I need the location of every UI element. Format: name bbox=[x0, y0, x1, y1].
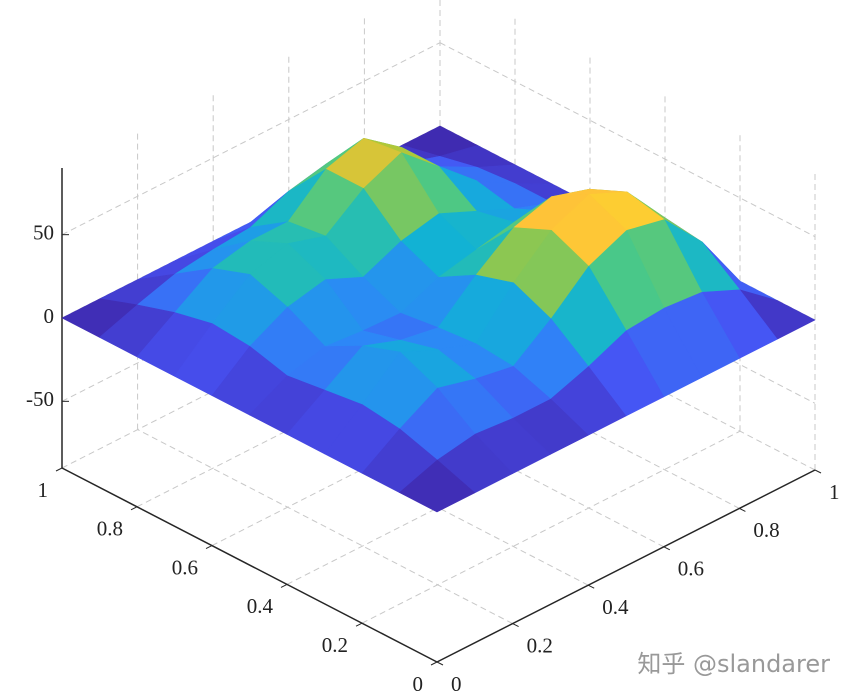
x-tick bbox=[436, 661, 444, 666]
watermark: 知乎 @slandarer bbox=[637, 650, 830, 678]
x-tick bbox=[739, 507, 746, 512]
grid-line bbox=[61, 42, 441, 236]
x-tick bbox=[814, 469, 822, 474]
y-tick-label: 1 bbox=[38, 478, 49, 502]
y-tick bbox=[430, 661, 438, 666]
grid-line bbox=[361, 430, 741, 624]
x-tick-label: 0.2 bbox=[527, 633, 553, 657]
x-tick bbox=[587, 584, 595, 589]
x-tick bbox=[512, 623, 519, 628]
x-tick-label: 0.8 bbox=[753, 518, 779, 542]
x-tick-label: 0 bbox=[451, 672, 462, 696]
y-tick-label: 0.2 bbox=[322, 633, 348, 657]
y-tick bbox=[355, 622, 363, 627]
z-tick-label: 0 bbox=[44, 304, 55, 328]
y-tick-label: 0.6 bbox=[172, 555, 198, 579]
z-tick-label: -50 bbox=[26, 387, 54, 411]
x-tick bbox=[663, 546, 671, 551]
y-tick bbox=[55, 467, 63, 472]
y-tick bbox=[130, 506, 138, 511]
y-tick-label: 0.4 bbox=[247, 594, 274, 618]
x-tick-label: 1 bbox=[829, 480, 840, 504]
x-tick-label: 0.4 bbox=[602, 595, 629, 619]
surface-patch bbox=[399, 459, 476, 513]
grid-line bbox=[439, 42, 816, 238]
axis-line bbox=[436, 469, 816, 663]
grid-line bbox=[137, 429, 513, 625]
x-tick-label: 0.6 bbox=[678, 557, 704, 581]
y-tick bbox=[280, 583, 288, 588]
y-tick bbox=[205, 545, 213, 550]
z-tick-label: 50 bbox=[33, 220, 54, 244]
y-tick-label: 0.8 bbox=[97, 517, 123, 541]
axis-line bbox=[61, 467, 438, 663]
y-tick-label: 0 bbox=[413, 672, 424, 696]
